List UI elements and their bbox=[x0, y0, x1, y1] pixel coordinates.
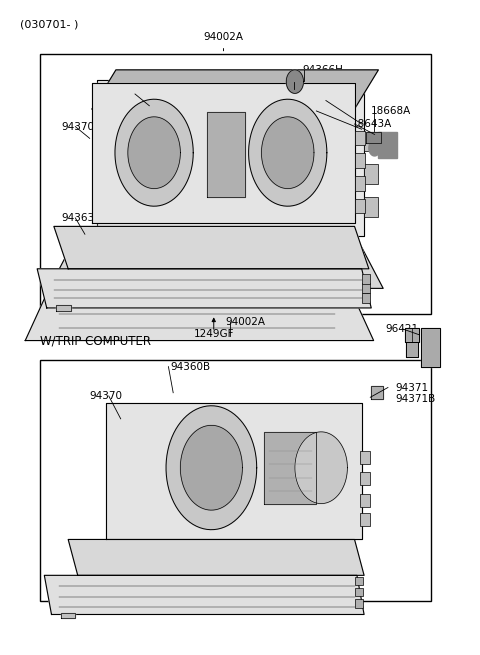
Polygon shape bbox=[249, 100, 327, 206]
Text: 94371: 94371 bbox=[395, 383, 428, 392]
Polygon shape bbox=[366, 132, 381, 143]
Polygon shape bbox=[405, 328, 419, 342]
Text: 94371B: 94371B bbox=[395, 394, 435, 404]
Polygon shape bbox=[295, 432, 348, 504]
Polygon shape bbox=[371, 386, 383, 400]
Polygon shape bbox=[378, 132, 397, 158]
FancyBboxPatch shape bbox=[355, 130, 365, 145]
Polygon shape bbox=[257, 102, 338, 214]
Polygon shape bbox=[56, 305, 71, 311]
Text: 18643A: 18643A bbox=[352, 119, 392, 129]
Polygon shape bbox=[107, 403, 362, 540]
Text: 94116B: 94116B bbox=[316, 96, 357, 105]
FancyBboxPatch shape bbox=[362, 274, 370, 284]
Polygon shape bbox=[49, 243, 383, 288]
FancyBboxPatch shape bbox=[360, 451, 370, 464]
Polygon shape bbox=[271, 122, 324, 194]
Polygon shape bbox=[54, 227, 369, 269]
Polygon shape bbox=[97, 80, 364, 236]
FancyBboxPatch shape bbox=[364, 132, 378, 151]
FancyBboxPatch shape bbox=[364, 164, 378, 184]
Text: 94363A: 94363A bbox=[61, 213, 101, 223]
Text: 96421: 96421 bbox=[385, 324, 419, 334]
FancyBboxPatch shape bbox=[356, 599, 363, 608]
FancyBboxPatch shape bbox=[355, 176, 365, 191]
Text: (030701- ): (030701- ) bbox=[21, 20, 79, 29]
Polygon shape bbox=[180, 425, 242, 510]
FancyBboxPatch shape bbox=[362, 293, 370, 303]
Polygon shape bbox=[369, 140, 380, 156]
Polygon shape bbox=[68, 540, 364, 575]
FancyBboxPatch shape bbox=[39, 360, 431, 601]
Polygon shape bbox=[92, 70, 378, 109]
FancyBboxPatch shape bbox=[360, 514, 370, 527]
Polygon shape bbox=[25, 288, 373, 341]
Polygon shape bbox=[211, 119, 254, 197]
Polygon shape bbox=[406, 342, 418, 357]
Text: 94369B: 94369B bbox=[266, 84, 307, 94]
Polygon shape bbox=[262, 117, 314, 189]
Text: W/TRIP COMPUTER: W/TRIP COMPUTER bbox=[39, 334, 151, 347]
Polygon shape bbox=[119, 102, 199, 214]
FancyBboxPatch shape bbox=[355, 199, 365, 214]
Text: 18668A: 18668A bbox=[371, 106, 411, 116]
Text: 94002A: 94002A bbox=[204, 32, 243, 42]
Text: 1249GF: 1249GF bbox=[204, 591, 245, 601]
FancyBboxPatch shape bbox=[362, 283, 370, 293]
Text: 94002A: 94002A bbox=[226, 317, 266, 328]
Polygon shape bbox=[264, 432, 316, 504]
Polygon shape bbox=[37, 269, 371, 308]
Polygon shape bbox=[115, 100, 193, 206]
Text: 94366H: 94366H bbox=[302, 65, 343, 75]
Polygon shape bbox=[92, 83, 355, 223]
FancyBboxPatch shape bbox=[356, 576, 363, 585]
Polygon shape bbox=[128, 117, 180, 189]
Polygon shape bbox=[132, 122, 185, 194]
Polygon shape bbox=[312, 80, 331, 105]
Polygon shape bbox=[286, 70, 303, 94]
FancyBboxPatch shape bbox=[356, 588, 363, 596]
FancyBboxPatch shape bbox=[355, 153, 365, 168]
Polygon shape bbox=[166, 406, 257, 530]
Text: 94360B: 94360B bbox=[128, 89, 168, 99]
Text: 94360B: 94360B bbox=[171, 362, 211, 371]
Text: 1249GF: 1249GF bbox=[194, 329, 234, 339]
Polygon shape bbox=[61, 612, 75, 618]
FancyBboxPatch shape bbox=[39, 54, 431, 314]
Text: 94370: 94370 bbox=[61, 122, 94, 132]
Polygon shape bbox=[421, 328, 441, 367]
Polygon shape bbox=[44, 575, 364, 614]
Polygon shape bbox=[206, 112, 245, 197]
FancyBboxPatch shape bbox=[360, 494, 370, 507]
FancyBboxPatch shape bbox=[360, 472, 370, 485]
Text: 94371B: 94371B bbox=[307, 106, 347, 116]
Text: 94370: 94370 bbox=[90, 391, 123, 401]
FancyBboxPatch shape bbox=[364, 197, 378, 217]
